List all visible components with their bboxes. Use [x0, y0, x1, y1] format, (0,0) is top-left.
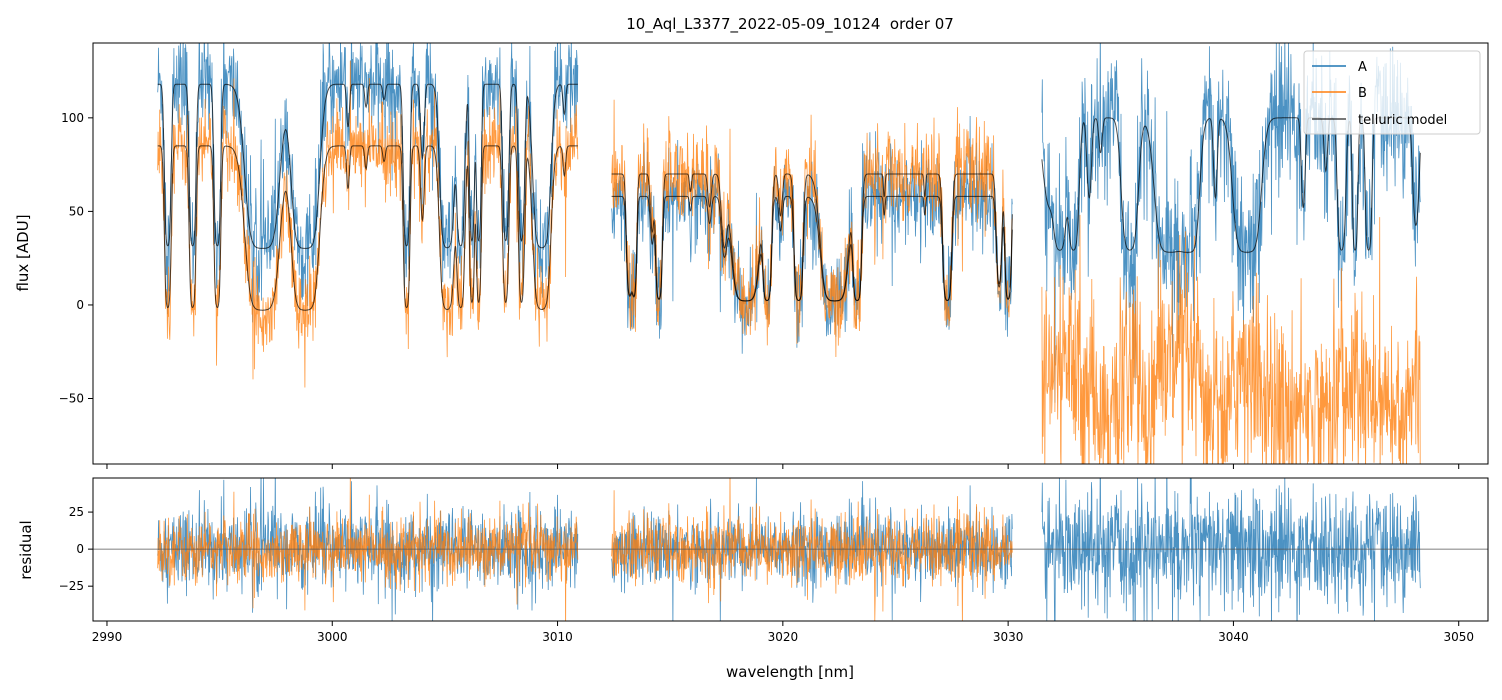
xtick-label: 3000 — [317, 630, 348, 644]
telluric-model-a-segment-3 — [1041, 117, 1421, 253]
residual-ytick-label: 0 — [76, 542, 84, 556]
xtick-label: 3040 — [1218, 630, 1249, 644]
chart-title: 10_Aql_L3377_2022-05-09_10124 order 07 — [626, 15, 954, 34]
flux-ytick-label: 100 — [61, 111, 84, 125]
xtick-label: 3030 — [993, 630, 1024, 644]
residual-ytick-label: −25 — [59, 579, 84, 593]
xtick-label: 2990 — [92, 630, 123, 644]
series-b-flux-segment-3 — [1041, 214, 1421, 464]
flux-axes-frame — [92, 42, 1489, 465]
series-b-residual-segment-1 — [157, 478, 579, 621]
x-axis-label: wavelength [nm] — [726, 663, 854, 681]
flux-ytick-label: −50 — [59, 392, 84, 406]
telluric-model-a-segment-1 — [157, 83, 578, 249]
xtick-label: 3020 — [768, 630, 799, 644]
flux-ytick-label: 0 — [76, 298, 84, 312]
residual-plot-area — [93, 478, 1488, 621]
series-b-flux-segment-2 — [611, 99, 1013, 358]
xtick-label: 3010 — [542, 630, 573, 644]
legend-label-a: A — [1358, 60, 1367, 75]
series-a-residual-segment-3 — [1041, 478, 1421, 621]
series-b-residual-segment-2 — [611, 478, 1013, 621]
legend: A B telluric model — [1303, 50, 1481, 135]
flux-ytick-label: 50 — [69, 204, 84, 218]
flux-ylabel: flux [ADU] — [14, 214, 32, 291]
flux-plot-area — [157, 43, 1421, 464]
telluric-model-b-segment-1 — [157, 145, 578, 311]
telluric-model-b-segment-2 — [611, 173, 1013, 302]
residual-ytick-label: 25 — [69, 505, 84, 519]
xtick-label: 3050 — [1443, 630, 1474, 644]
residual-ylabel: residual — [17, 520, 35, 579]
legend-label-model: telluric model — [1358, 113, 1447, 128]
legend-label-b: B — [1358, 86, 1367, 101]
legend-box — [1303, 50, 1481, 135]
